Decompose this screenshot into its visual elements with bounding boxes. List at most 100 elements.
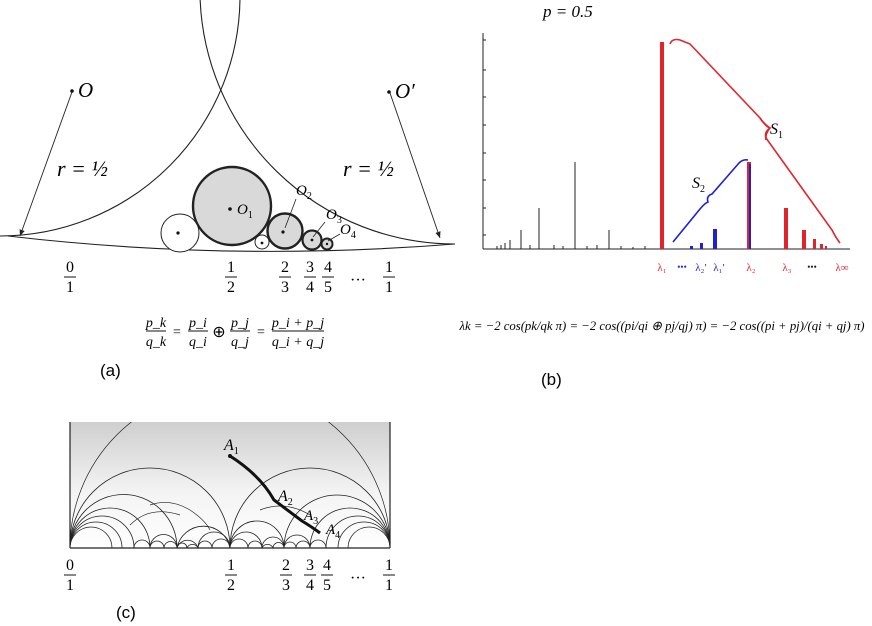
- dot-o2: [281, 230, 285, 234]
- frac-c-1-num: 1: [227, 557, 235, 574]
- eigen-label-lambda2-prime: λ₂′: [695, 262, 707, 274]
- arc-left-tangent: [0, 0, 241, 237]
- circle-o2: [266, 212, 304, 250]
- label-o-left: O: [78, 78, 93, 102]
- formula-a-a-num: p_i: [188, 316, 207, 331]
- frac-c-0-num: 0: [66, 557, 74, 574]
- formula-a: p_k q_k = p_i q_i ⊕ p_j q_j = p_i + p_j …: [145, 316, 324, 350]
- frac-a-4-den: 5: [324, 279, 332, 296]
- peak-red-7: [825, 246, 827, 249]
- arc-right-tangent: [199, 0, 456, 245]
- peak-blue-small-2: [700, 243, 703, 249]
- brace-s1: [669, 38, 841, 244]
- radius-arrow-right: [389, 92, 441, 239]
- geodesic-curves: [129, 502, 311, 531]
- formula-a-b-num: p_j: [230, 316, 249, 331]
- frac-c-3-den: 4: [306, 577, 314, 594]
- dot-o1: [228, 207, 232, 211]
- eigen-label-lambda1-prime: λ₁′: [713, 262, 725, 274]
- formula-a-b-den: q_j: [231, 335, 249, 350]
- formula-a-lhs-den: q_k: [146, 335, 167, 350]
- label-s1: S1: [770, 121, 783, 141]
- dot-o3: [310, 238, 314, 242]
- frac-c-2-den: 3: [282, 577, 290, 594]
- frac-a-0-num: 0: [66, 259, 74, 276]
- formula-a-eq1: =: [173, 325, 181, 340]
- panel-b-label: (b): [541, 370, 562, 389]
- label-s2: S2: [692, 175, 705, 195]
- frac-a-2-den: 3: [281, 279, 289, 296]
- dot-tiny: [260, 241, 264, 245]
- panel-c-label: (c): [116, 603, 136, 622]
- formula-b: λk = −2 cos(pk/qk π) = −2 cos((pi/qi ⊕ p…: [459, 318, 865, 333]
- ellipsis-c: ···: [350, 570, 366, 587]
- frac-c-1-den: 2: [227, 577, 235, 594]
- peak-lambda1-prime: [713, 229, 717, 249]
- fractions-a: 0 1 1 2 2 3 3 4 4 5 ··· 1 1: [64, 259, 395, 296]
- panel-b-title: p = 0.5: [542, 2, 593, 21]
- label-a1: A1: [223, 437, 239, 457]
- panel-b: p = 0.5: [459, 2, 865, 389]
- radius-arrow-left: [19, 91, 73, 237]
- frac-c-5-num: 1: [385, 557, 393, 574]
- baseline-arc: [7, 235, 456, 252]
- frac-a-1-num: 1: [227, 259, 235, 276]
- label-o1: O1: [237, 202, 253, 221]
- frac-a-5-den: 1: [385, 279, 393, 296]
- dot-o4: [325, 242, 329, 246]
- formula-a-rhs-den: q_i + q_j: [272, 335, 324, 350]
- label-o2: O2: [296, 183, 312, 202]
- frac-c-2-num: 2: [282, 557, 290, 574]
- frac-c-0-den: 1: [66, 577, 74, 594]
- eigen-labels: λ₁ ••• λ₂′ λ₁′ λ₂ λ₃ ••• λ∞: [657, 262, 848, 274]
- ellipsis-a: ···: [350, 272, 366, 289]
- frac-a-2-num: 2: [281, 259, 289, 276]
- formula-a-rhs-num: p_i + p_j: [271, 316, 324, 331]
- leader-o4: [327, 233, 341, 242]
- circle-o1: [191, 165, 273, 247]
- dot-left-small: [176, 231, 180, 235]
- formula-a-lhs-num: p_k: [145, 316, 167, 331]
- leader-o3: [312, 221, 326, 238]
- circle-left-small: [160, 213, 200, 253]
- label-a4: A4: [325, 522, 340, 541]
- frac-c-3-num: 3: [306, 557, 314, 574]
- peak-blue-small-1: [690, 246, 693, 249]
- peak-red-6: [820, 244, 823, 249]
- frac-c-5-den: 1: [385, 577, 393, 594]
- frac-a-3-num: 3: [306, 259, 314, 276]
- black-peaks: [496, 162, 646, 249]
- eigen-label-lambda3: λ₃: [782, 262, 791, 274]
- eigen-label-lambda-inf: λ∞: [835, 262, 848, 274]
- bold-path-a1-a4: [229, 454, 321, 535]
- eigen-label-dots-black: •••: [807, 262, 816, 272]
- panel-a-label: (a): [100, 361, 121, 380]
- label-a3: A3: [303, 508, 318, 527]
- farey-arcs: [70, 422, 390, 549]
- point-a1: [228, 454, 232, 458]
- label-radius-right: r = ½: [343, 156, 394, 181]
- peak-red-4: [802, 230, 806, 249]
- peak-lambda2-blue-overlay: [749, 164, 751, 249]
- eigen-label-lambda1: λ₁: [657, 262, 666, 274]
- eigen-label-lambda2: λ₂: [746, 262, 755, 274]
- peak-lambda3: [784, 208, 788, 249]
- dot-o-right: [387, 90, 391, 94]
- frac-a-0-den: 1: [66, 279, 74, 296]
- frac-c-4-den: 5: [323, 577, 331, 594]
- panel-c: A1 A2 A3 A4 0 1 1 2 2 3 3 4 4 5 ··· 1 1 …: [64, 422, 395, 622]
- frac-a-5-num: 1: [385, 259, 393, 276]
- formula-a-oplus: ⊕: [212, 324, 225, 341]
- brace-s2: [672, 159, 749, 243]
- axis-y-ticks: [483, 39, 486, 236]
- label-o4: O4: [340, 222, 356, 241]
- label-radius-left: r = ½: [57, 156, 108, 181]
- label-a2: A2: [277, 488, 293, 508]
- label-o3: O3: [326, 207, 342, 226]
- fractions-c: 0 1 1 2 2 3 3 4 4 5 ··· 1 1: [64, 557, 395, 594]
- leader-o2: [284, 198, 297, 229]
- peak-red-5: [813, 239, 816, 249]
- formula-a-eq2: =: [257, 325, 265, 340]
- frac-a-4-num: 4: [324, 259, 332, 276]
